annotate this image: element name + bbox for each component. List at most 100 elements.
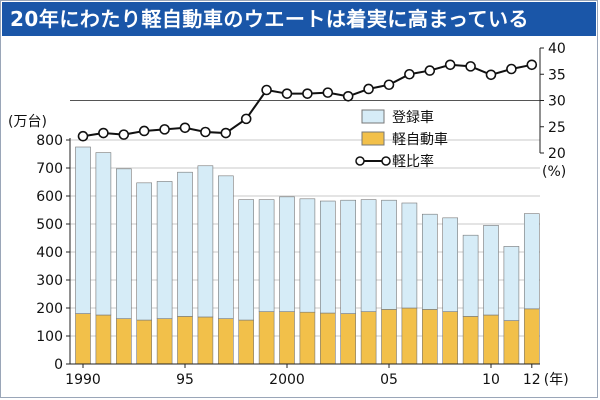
ratio-point <box>342 91 354 102</box>
ratio-point <box>261 84 272 96</box>
ratio-point <box>363 83 374 95</box>
bar-kei <box>483 314 499 365</box>
bar-kei <box>279 311 295 365</box>
bar-registered <box>75 146 91 314</box>
ratio-point <box>465 61 476 72</box>
ratio-point <box>485 69 497 81</box>
ratio-point <box>98 127 109 139</box>
bar-kei <box>523 308 540 365</box>
right-axis-unit: (%) <box>542 164 566 180</box>
ratio-point <box>322 87 334 98</box>
x-axis-tick-label: 2000 <box>269 372 305 388</box>
bar-registered <box>218 175 234 319</box>
ratio-point <box>118 129 130 140</box>
ratio-point <box>159 124 170 135</box>
bar-kei <box>75 313 91 365</box>
bar-kei <box>421 309 438 365</box>
ratio-point <box>404 68 415 80</box>
left-axis-tick-label: 0 <box>54 357 63 373</box>
bar-kei <box>442 311 459 365</box>
ratio-point <box>220 127 232 139</box>
bar-kei <box>116 318 132 365</box>
left-axis-tick-label: 300 <box>36 273 63 289</box>
right-axis-tick-label: 35 <box>548 67 566 83</box>
bar-registered <box>360 199 377 312</box>
left-axis-tick-label: 200 <box>36 301 63 317</box>
bar-registered <box>442 217 459 312</box>
bar-kei <box>319 312 336 365</box>
right-axis-tick-label: 40 <box>548 41 566 57</box>
chart-title: 20年にわたり軽自動車のウエートは着実に高まっている <box>2 2 596 36</box>
bar-registered <box>462 234 479 317</box>
bar-kei <box>177 316 193 365</box>
bar-kei <box>136 319 152 365</box>
left-axis-tick-label: 500 <box>36 217 63 233</box>
left-axis-tick-label: 100 <box>36 329 63 345</box>
bar-registered <box>299 198 316 313</box>
ratio-point <box>526 59 538 71</box>
ratio-point <box>200 126 211 138</box>
legend-swatch-registered <box>361 109 385 124</box>
bar-kei <box>503 320 520 365</box>
right-axis-tick-label: 20 <box>548 146 566 162</box>
left-axis-unit: (万台) <box>8 114 47 130</box>
ratio-point <box>281 88 293 99</box>
bar-registered <box>319 200 336 314</box>
bar-registered <box>340 199 357 314</box>
right-axis-tick-label: 30 <box>548 94 566 110</box>
bar-registered <box>177 171 193 317</box>
bar-registered <box>483 225 499 316</box>
bar-kei <box>197 316 214 365</box>
ratio-point <box>240 113 252 125</box>
left-axis-tick-label: 800 <box>36 133 63 149</box>
bar-kei <box>340 313 357 365</box>
left-axis-tick-label: 700 <box>36 161 63 177</box>
legend-label-registered: 登録車 <box>392 109 434 126</box>
x-axis-tick-label: 12 <box>523 372 541 388</box>
bar-registered <box>401 202 418 309</box>
bar-registered <box>258 199 275 312</box>
bar-kei <box>258 311 275 365</box>
bar-registered <box>421 213 438 310</box>
left-axis-tick-label: 600 <box>36 189 63 205</box>
bar-registered <box>197 165 214 318</box>
x-axis-tick-label: 05 <box>380 372 398 388</box>
legend-swatch-kei <box>361 131 385 146</box>
bar-registered <box>381 199 397 310</box>
bar-kei <box>156 318 173 365</box>
ratio-point <box>302 88 313 99</box>
ratio-point <box>444 59 456 71</box>
x-axis-unit: (年) <box>544 372 569 388</box>
bar-registered <box>136 182 152 321</box>
ratio-point <box>424 65 436 76</box>
bar-registered <box>238 199 254 321</box>
bar-kei <box>238 319 254 365</box>
bar-kei <box>95 314 112 365</box>
bar-registered <box>279 196 295 312</box>
left-axis-tick-label: 400 <box>36 245 63 261</box>
ratio-point <box>506 63 517 75</box>
x-axis-tick-label: 1990 <box>65 372 101 388</box>
bar-registered <box>523 213 540 310</box>
ratio-point <box>77 130 89 142</box>
bar-kei <box>360 311 377 365</box>
legend-point-ratio <box>355 156 365 166</box>
legend-point-ratio <box>381 156 391 166</box>
bar-registered <box>116 168 132 319</box>
bar-kei <box>462 316 479 365</box>
x-axis-tick-label: 10 <box>482 372 500 388</box>
x-axis-tick-label: 95 <box>176 372 194 388</box>
bar-registered <box>95 152 112 316</box>
bar-registered <box>503 246 520 321</box>
right-axis-tick-label: 25 <box>548 120 566 136</box>
legend-label-kei: 軽自動車 <box>392 131 448 148</box>
legend-label-ratio: 軽比率 <box>392 153 434 170</box>
bar-kei <box>381 309 397 365</box>
bar-kei <box>299 311 316 365</box>
bar-kei <box>401 307 418 365</box>
ratio-point <box>179 122 191 134</box>
bar-kei <box>218 318 234 365</box>
bar-registered <box>156 181 173 319</box>
ratio-point <box>138 125 150 137</box>
